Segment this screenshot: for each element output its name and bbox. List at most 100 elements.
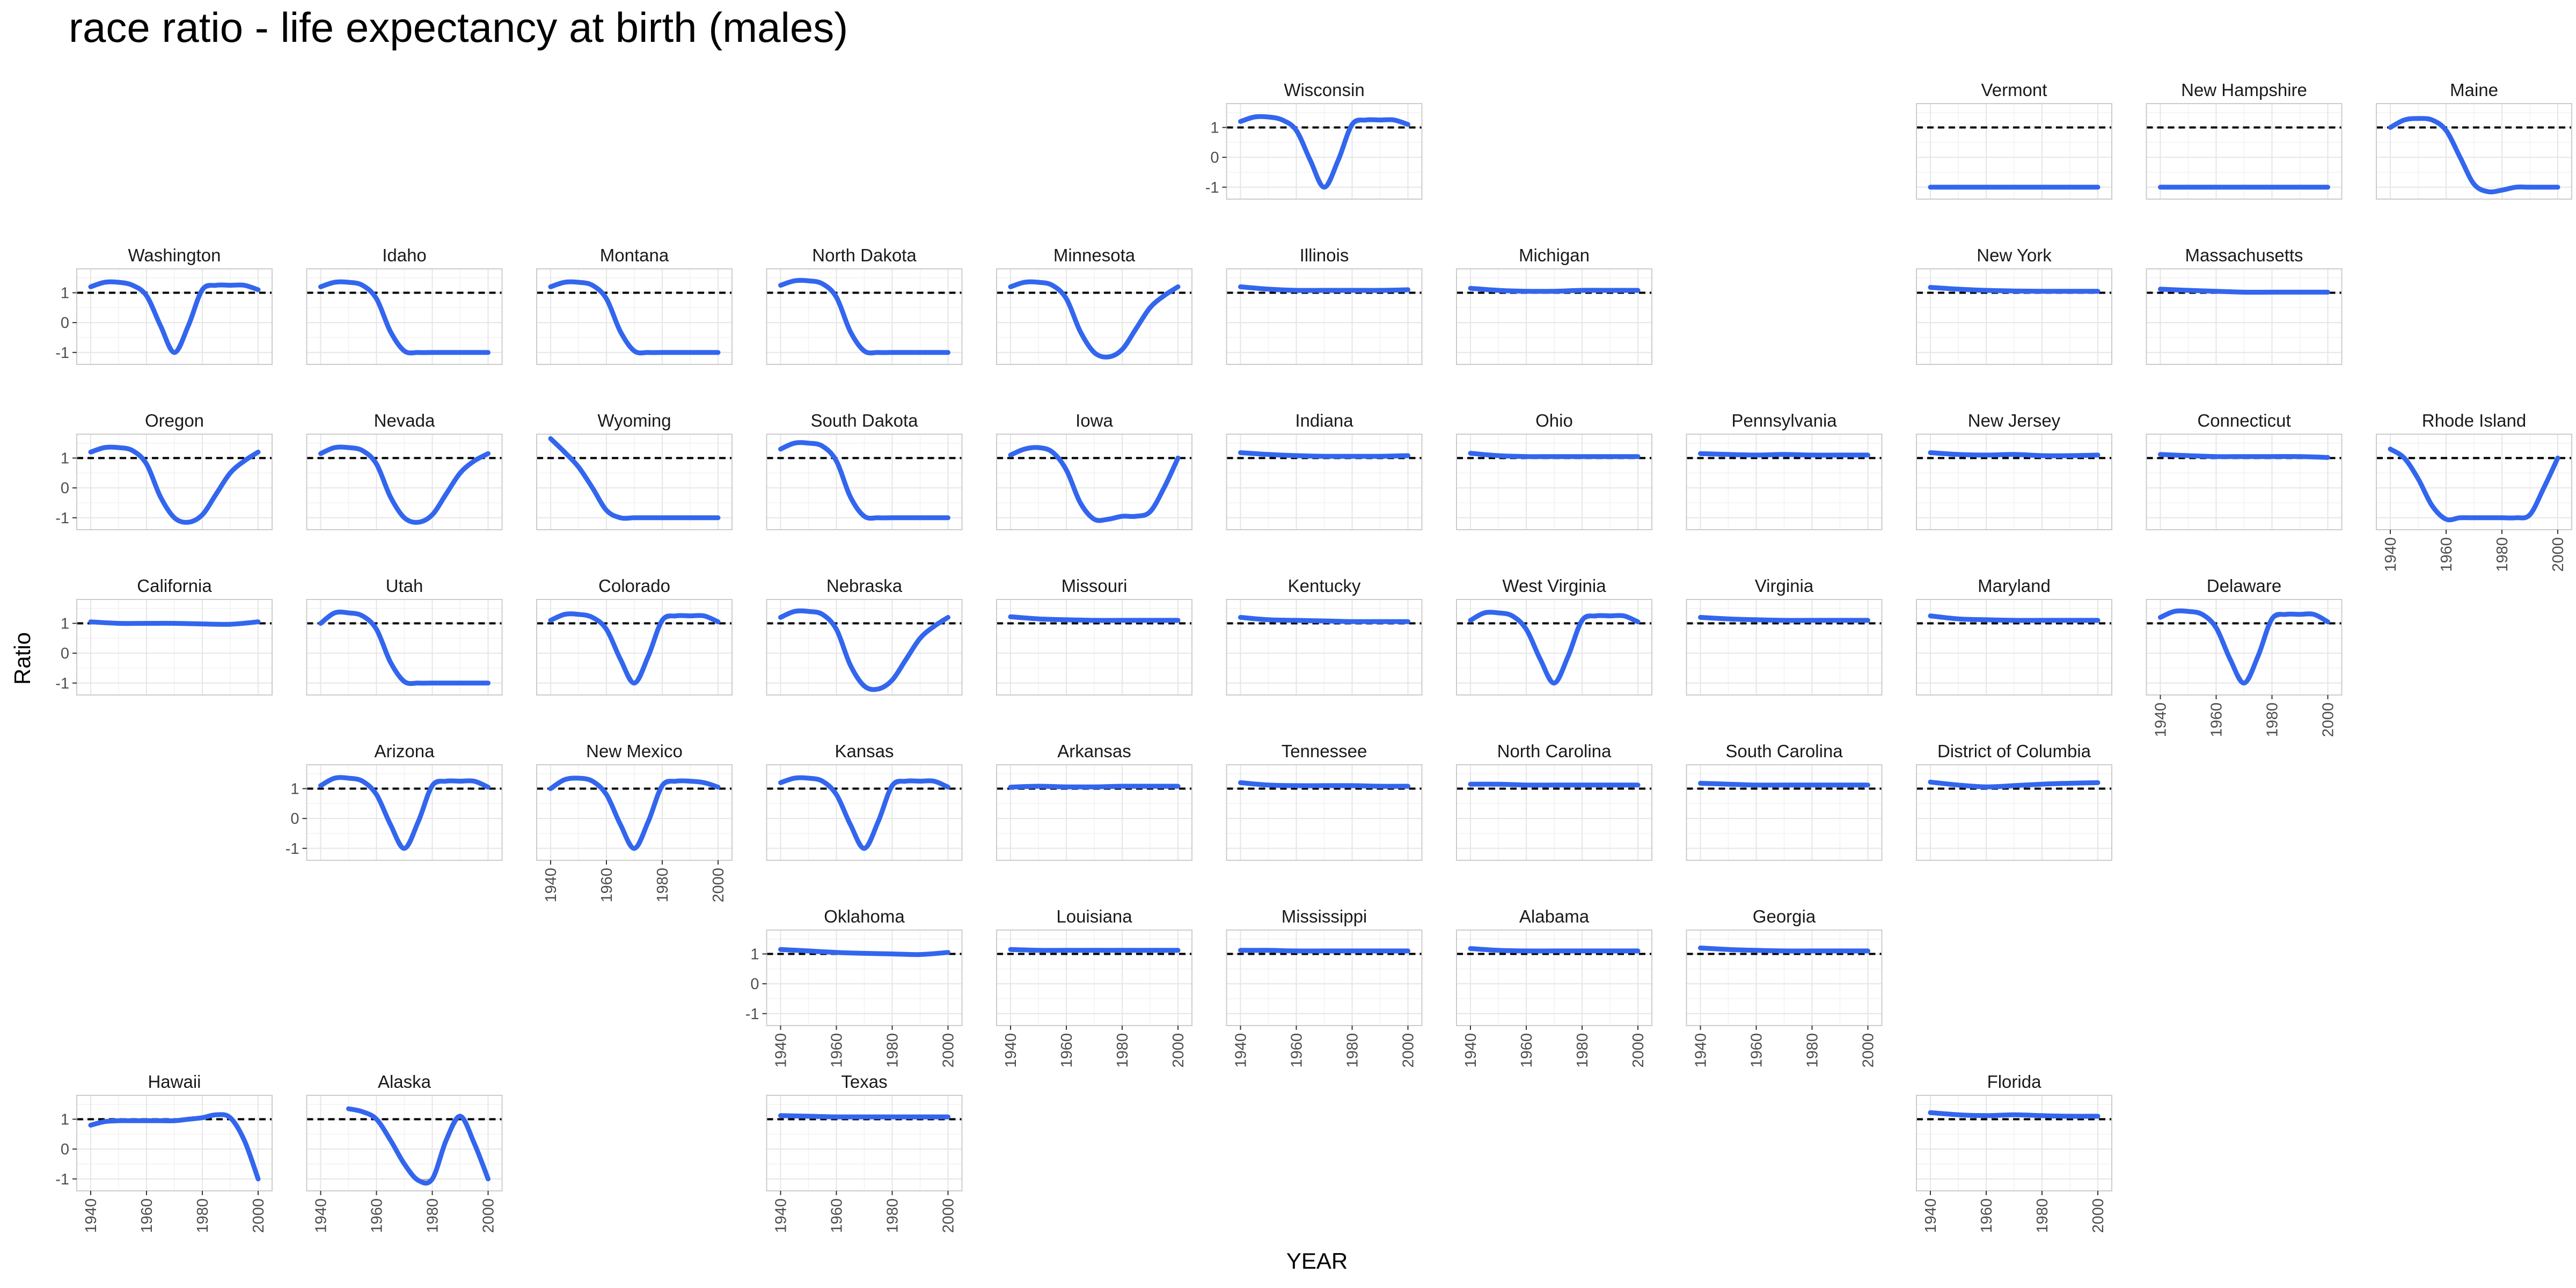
panel-border: [76, 434, 273, 530]
panel-michigan: Michigan: [1456, 245, 1652, 365]
panel-title-tennessee: Tennessee: [1282, 741, 1367, 761]
panel-border: [766, 599, 963, 696]
panel-title-alabama: Alabama: [1519, 906, 1590, 926]
panel-wisconsin: Wisconsin 1 0 -1: [1205, 80, 1423, 200]
panel-border: [536, 599, 733, 696]
smooth-series-maryland: [1928, 613, 2101, 623]
smooth-series-oklahoma: [778, 947, 950, 957]
panel-connecticut: Connecticut: [2146, 411, 2343, 530]
smooth-series-connecticut: [2158, 452, 2330, 460]
panel-title-nevada: Nevada: [374, 411, 435, 430]
panel-border: [996, 764, 1192, 861]
panel-utah: Utah: [306, 576, 503, 696]
panel-title-michigan: Michigan: [1519, 245, 1590, 265]
panel-title-oregon: Oregon: [145, 411, 204, 430]
panel-border: [2376, 434, 2572, 530]
y-tick-label: -1: [55, 675, 69, 692]
smooth-series-idaho: [318, 279, 491, 356]
x-tick-label: 1940: [2382, 537, 2399, 572]
panel-border: [76, 1095, 273, 1191]
smooth-series-tennessee: [1238, 780, 1410, 789]
smooth-series-north-dakota: [778, 277, 950, 356]
smooth-series-delaware: [2158, 608, 2330, 686]
y-tick-label: 1: [61, 616, 69, 633]
x-tick-label: 1940: [543, 868, 560, 903]
panel-title-new-hampshire: New Hampshire: [2181, 80, 2307, 100]
smooth-series-pennsylvania: [1698, 451, 1870, 458]
panel-border: [76, 268, 273, 365]
panel-title-maine: Maine: [2450, 80, 2498, 100]
smooth-series-new-jersey: [1928, 450, 2101, 458]
smooth-series-indiana: [1238, 450, 1410, 459]
panel-title-kentucky: Kentucky: [1288, 576, 1361, 596]
panel-massachusetts: Massachusetts: [2146, 245, 2343, 365]
panel-maryland: Maryland: [1916, 576, 2112, 696]
panel-title-california: California: [137, 576, 212, 596]
x-tick-label: 1960: [1748, 1033, 1766, 1068]
panel-border: [2146, 599, 2343, 696]
panel-washington: Washington 1 0 -1: [55, 245, 273, 365]
panel-title-arkansas: Arkansas: [1057, 741, 1131, 761]
panel-oregon: Oregon 1 0 -1: [55, 411, 273, 530]
x-tick-label: 1980: [425, 1198, 442, 1233]
panel-border: [766, 764, 963, 861]
x-tick-label: 1940: [313, 1198, 330, 1233]
panel-title-vermont: Vermont: [1981, 80, 2047, 100]
y-tick-label: -1: [55, 1171, 69, 1188]
x-tick-label: 1940: [1693, 1033, 1710, 1068]
panel-border: [1226, 434, 1423, 530]
smooth-series-missouri: [1008, 614, 1181, 623]
panel-indiana: Indiana: [1226, 411, 1423, 530]
y-tick-label: 1: [750, 946, 759, 963]
smooth-series-oregon: [88, 444, 261, 525]
x-tick-label: 1960: [598, 868, 616, 903]
x-tick-label: 1980: [884, 1033, 902, 1068]
panel-title-pennsylvania: Pennsylvania: [1731, 411, 1837, 430]
panel-border: [1456, 930, 1652, 1026]
panel-border: [306, 599, 503, 696]
x-tick-label: 1980: [2264, 702, 2281, 737]
panel-border: [1226, 103, 1423, 200]
x-tick-label: 1940: [1002, 1033, 1020, 1068]
panel-arkansas: Arkansas: [996, 741, 1192, 861]
panel-title-new-york: New York: [1977, 245, 2052, 265]
panel-alaska: Alaska 1940 1960 1980 2000: [306, 1072, 503, 1233]
panel-title-district-of-columbia: District of Columbia: [1937, 741, 2091, 761]
smooth-series-virginia: [1698, 614, 1870, 623]
panel-south-dakota: South Dakota: [766, 411, 963, 530]
panel-border: [1916, 764, 2112, 861]
x-tick-label: 1960: [1978, 1198, 1995, 1233]
x-tick-label: 1940: [1462, 1033, 1480, 1068]
panel-title-alaska: Alaska: [378, 1072, 431, 1092]
panel-border: [306, 764, 503, 861]
panel-border: [1226, 599, 1423, 696]
smooth-series-kansas: [778, 775, 950, 851]
smooth-series-ohio: [1468, 451, 1641, 459]
x-tick-label: 1960: [1518, 1033, 1535, 1068]
chart-title: race ratio - life expectancy at birth (m…: [69, 4, 848, 51]
panel-title-indiana: Indiana: [1295, 411, 1353, 430]
y-axis-title: Ratio: [10, 632, 35, 685]
x-tick-label: 1960: [2208, 702, 2226, 737]
smooth-series-utah: [318, 609, 491, 686]
smooth-series-montana: [548, 279, 721, 356]
x-axis-title: YEAR: [1286, 1248, 1348, 1274]
panel-border: [1686, 434, 1883, 530]
x-tick-label: 1980: [1574, 1033, 1591, 1068]
panel-border: [306, 1095, 503, 1191]
panel-border: [306, 434, 503, 530]
smooth-series-nevada: [318, 444, 491, 525]
smooth-series-georgia: [1698, 945, 1870, 954]
panel-border: [536, 434, 733, 530]
panel-louisiana: Louisiana 1940 1960 1980 2000: [996, 906, 1192, 1068]
panel-title-oklahoma: Oklahoma: [824, 906, 905, 926]
y-tick-label: -1: [55, 510, 69, 527]
x-tick-label: 2000: [480, 1198, 497, 1233]
panel-border: [536, 268, 733, 365]
panel-title-iowa: Iowa: [1075, 411, 1113, 430]
smooth-series-maine: [2388, 116, 2560, 195]
panel-tennessee: Tennessee: [1226, 741, 1423, 861]
x-tick-label: 1960: [2438, 537, 2455, 572]
